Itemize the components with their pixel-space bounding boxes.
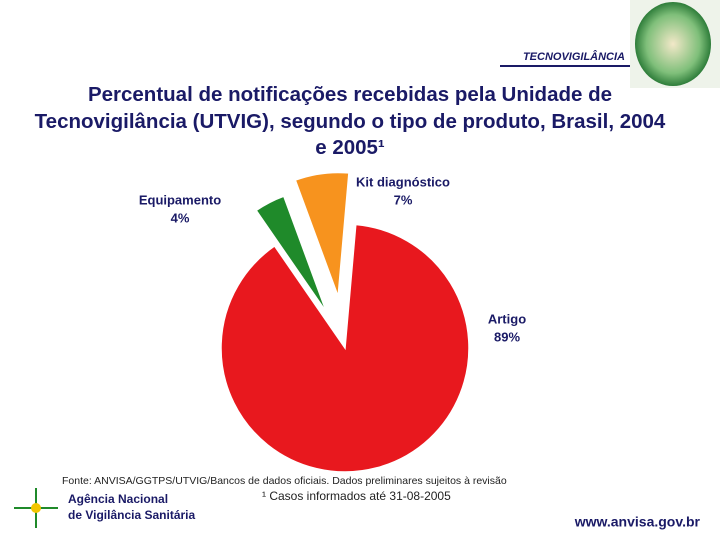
logo-image: [635, 2, 711, 86]
pie-slice: [255, 195, 328, 313]
agency-line: de Vigilância Sanitária: [68, 508, 195, 522]
section-label: TECNOVIGILÂNCIA: [523, 50, 625, 63]
slice-label: Kit diagnóstico: [356, 174, 450, 189]
slice-value: 7%: [394, 192, 413, 207]
pie-slice: [220, 223, 470, 473]
footnote: ¹ Casos informados até 31-08-2005: [262, 489, 451, 503]
chart-title: Percentual de notificações recebidas pel…: [34, 83, 666, 160]
slice-value: 4%: [171, 210, 190, 225]
pie-slice: [294, 171, 350, 297]
slice-label: Artigo: [488, 311, 526, 326]
anvisa-logo: [14, 488, 58, 528]
slice-label: Equipamento: [139, 192, 221, 207]
source: Fonte: ANVISA/GGTPS/UTVIG/Bancos de dado…: [62, 475, 507, 487]
url: www.anvisa.gov.br: [574, 514, 701, 530]
agency-line: Agência Nacional: [68, 492, 168, 506]
slice-value: 89%: [494, 329, 520, 344]
